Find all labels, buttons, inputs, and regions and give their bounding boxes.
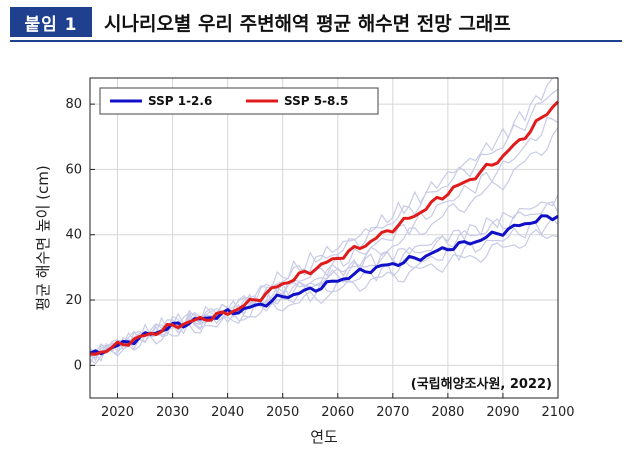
series-line-ssp585 — [89, 100, 560, 356]
x-tick-label: 2100 — [541, 405, 574, 420]
y-tick-label: 80 — [65, 97, 82, 112]
x-tick-label: 2040 — [211, 405, 244, 420]
legend: SSP 1-2.6 SSP 5-8.5 — [99, 87, 379, 115]
x-tick-label: 2070 — [376, 405, 409, 420]
plot-frame — [89, 77, 559, 399]
header-rule — [10, 40, 622, 42]
ensemble-trace — [89, 217, 559, 362]
ensemble-trace — [89, 194, 559, 353]
y-tick-label: 0 — [74, 358, 82, 373]
legend-label-ssp585: SSP 5-8.5 — [284, 94, 348, 108]
legend-label-ssp126: SSP 1-2.6 — [148, 94, 212, 108]
figure-badge: 붙임 1 — [10, 7, 92, 37]
y-tick-label: 60 — [65, 162, 82, 177]
y-axis-label: 평균 해수면 높이 (cm) — [34, 165, 52, 310]
x-tick-label: 2020 — [101, 405, 134, 420]
series-layer — [89, 100, 560, 356]
ensemble-layer — [89, 76, 559, 365]
x-tick-label: 2060 — [321, 405, 354, 420]
header: 붙임 1 시나리오별 우리 주변해역 평균 해수면 전망 그래프 — [0, 0, 630, 44]
x-axis-label: 연도 — [310, 428, 338, 446]
ensemble-trace — [89, 228, 559, 365]
tick-layer: 2020 2030 2040 2050 2060 2070 2080 2090 21000204… — [65, 97, 574, 420]
page-title: 시나리오별 우리 주변해역 평균 해수면 전망 그래프 — [104, 12, 511, 35]
x-tick-label: 2090 — [486, 405, 519, 420]
x-tick-label: 2030 — [156, 405, 189, 420]
series-line-ssp126 — [89, 214, 559, 356]
grid-layer — [90, 78, 559, 398]
x-tick-label: 2080 — [431, 405, 464, 420]
x-tick-label: 2050 — [266, 405, 299, 420]
legend-box — [99, 87, 379, 115]
y-tick-label: 40 — [65, 228, 82, 243]
source-annotation: (국립해양조사원, 2022) — [411, 376, 552, 392]
y-tick-label: 20 — [65, 293, 82, 308]
